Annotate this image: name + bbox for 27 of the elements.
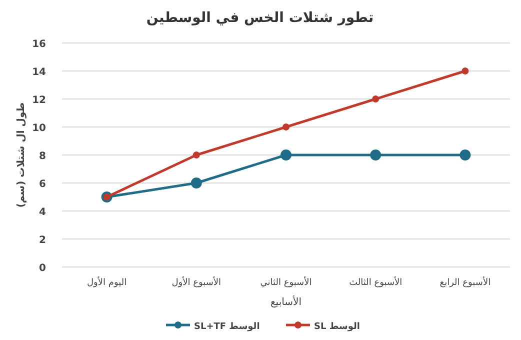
point <box>460 150 471 160</box>
y-tick-label: 6 <box>39 179 46 190</box>
y-tick-label: 8 <box>39 151 46 162</box>
chart-title: تطور شتلات الخس في الوسطين <box>146 10 374 26</box>
y-tick-label: 4 <box>39 207 46 218</box>
legend-label: الوسط SL <box>314 322 360 332</box>
y-tick-label: 14 <box>32 67 46 78</box>
x-axis-title: الأسابيع <box>270 295 302 308</box>
y-tick-label: 12 <box>32 95 46 106</box>
point <box>462 68 469 74</box>
x-tick-label: الأسبوع الأول <box>172 276 222 288</box>
point <box>190 178 202 188</box>
point <box>372 96 380 102</box>
y-tick-label: 10 <box>32 123 46 134</box>
point <box>280 150 292 160</box>
y-tick-label: 0 <box>39 263 46 274</box>
x-tick-label: اليوم الأول <box>87 276 127 288</box>
point <box>282 124 290 130</box>
y-tick-label: 16 <box>32 39 46 50</box>
point <box>370 150 382 160</box>
y-axis-title: طول ال شتلات (سم) <box>16 102 27 208</box>
x-tick-label: الأسبوع الرابع <box>440 276 491 288</box>
point <box>192 152 200 158</box>
legend-label: الوسط SL+TF <box>194 322 260 332</box>
y-tick-label: 2 <box>39 235 46 246</box>
x-tick-label: الأسبوع الثاني <box>260 276 312 288</box>
x-tick-label: الأسبوع الثالث <box>349 276 402 288</box>
